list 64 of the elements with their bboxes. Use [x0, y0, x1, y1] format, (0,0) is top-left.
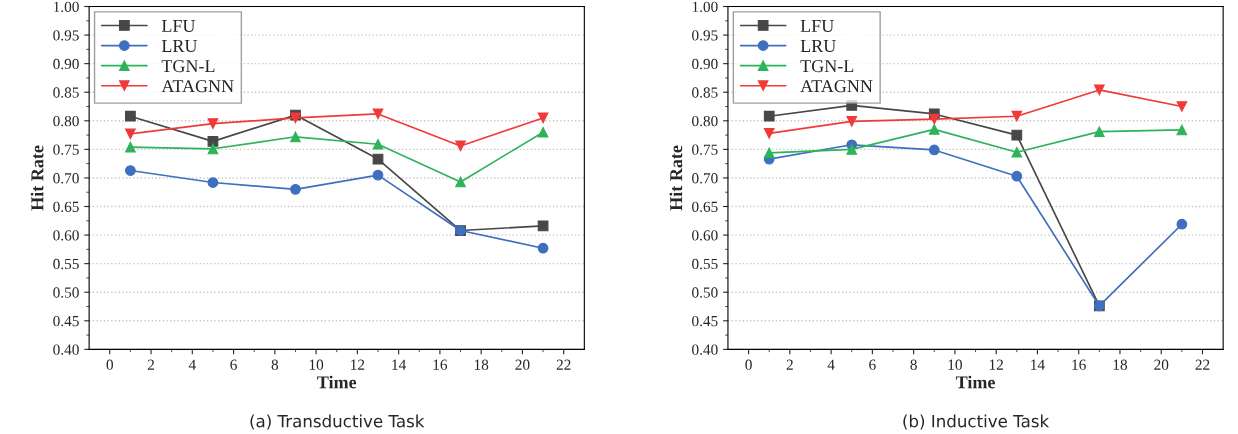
x-tick-label: 6 — [869, 359, 876, 370]
y-tick-label: 0.90 — [53, 58, 79, 70]
x-tick-label: 18 — [1113, 359, 1128, 370]
x-axis-title: Time — [955, 375, 995, 389]
x-tick-label: 0 — [745, 359, 752, 370]
x-tick-label: 16 — [433, 359, 448, 370]
legend-label: ATAGNN — [800, 80, 873, 93]
x-tick-label: 20 — [1154, 359, 1169, 370]
x-tick-label: 14 — [1031, 359, 1045, 370]
y-axis-title: Hit Rate — [669, 145, 683, 211]
y-tick-label: 0.40 — [692, 344, 718, 355]
y-tick-label: 0.70 — [692, 173, 718, 184]
x-tick-label: 0 — [106, 359, 114, 370]
y-tick-label: 1.00 — [54, 1, 79, 13]
legend-label: LRU — [800, 40, 836, 53]
y-tick-label: 0.95 — [692, 30, 718, 41]
y-tick-label: 0.65 — [692, 201, 718, 213]
y-tick-label: 1.00 — [692, 1, 718, 13]
x-tick-label: 4 — [827, 359, 835, 370]
x-tick-label: 10 — [309, 359, 324, 370]
y-axis-title: Hit Rate — [30, 145, 44, 211]
y-tick-label: 0.85 — [692, 87, 718, 98]
text: (b) Inductive Task — [903, 414, 1050, 430]
legend-label: ATAGNN — [161, 80, 234, 93]
y-tick-label: 0.75 — [53, 144, 79, 155]
y-tick-label: 0.50 — [53, 287, 79, 298]
legend-label: TGN-L — [161, 60, 215, 73]
y-tick-label: 0.80 — [53, 115, 79, 127]
x-tick-label: 2 — [147, 359, 155, 370]
y-tick-label: 0.95 — [53, 30, 79, 41]
legend-label: LRU — [161, 40, 198, 53]
x-tick-label: 8 — [910, 359, 917, 370]
y-tick-label: 0.65 — [53, 201, 79, 213]
y-tick-label: 0.55 — [53, 258, 79, 270]
y-tick-label: 0.70 — [53, 173, 79, 184]
x-tick-label: 22 — [1195, 359, 1210, 370]
x-tick-label: 14 — [392, 359, 407, 370]
y-tick-label: 0.85 — [53, 87, 79, 98]
y-tick-label: 0.45 — [692, 315, 718, 327]
y-tick-label: 0.55 — [692, 258, 718, 270]
y-tick-label: 0.40 — [53, 344, 79, 355]
x-tick-label: 12 — [989, 359, 1003, 370]
legend-label: LFU — [161, 19, 196, 32]
x-tick-label: 16 — [1072, 359, 1086, 370]
x-tick-label: 6 — [230, 359, 237, 370]
x-tick-label: 12 — [351, 359, 365, 370]
x-tick-label: 4 — [188, 359, 196, 370]
x-tick-label: 8 — [271, 359, 279, 370]
x-tick-label: 18 — [474, 359, 489, 370]
x-tick-label: 20 — [515, 359, 530, 370]
x-tick-label: 22 — [556, 359, 571, 370]
x-tick-label: 2 — [786, 359, 793, 370]
y-tick-label: 0.50 — [692, 287, 718, 298]
legend-label: TGN-L — [800, 60, 854, 73]
x-axis-title: Time — [317, 375, 357, 389]
y-tick-label: 0.60 — [692, 230, 718, 241]
x-tick-label: 10 — [948, 359, 962, 370]
y-tick-label: 0.45 — [53, 315, 79, 327]
y-tick-label: 0.80 — [692, 115, 718, 127]
y-tick-label: 0.90 — [692, 58, 718, 70]
text: (a) Transductive Task — [250, 414, 425, 430]
y-tick-label: 0.60 — [53, 230, 79, 241]
y-tick-label: 0.75 — [692, 144, 718, 155]
legend-label: LFU — [800, 19, 834, 32]
